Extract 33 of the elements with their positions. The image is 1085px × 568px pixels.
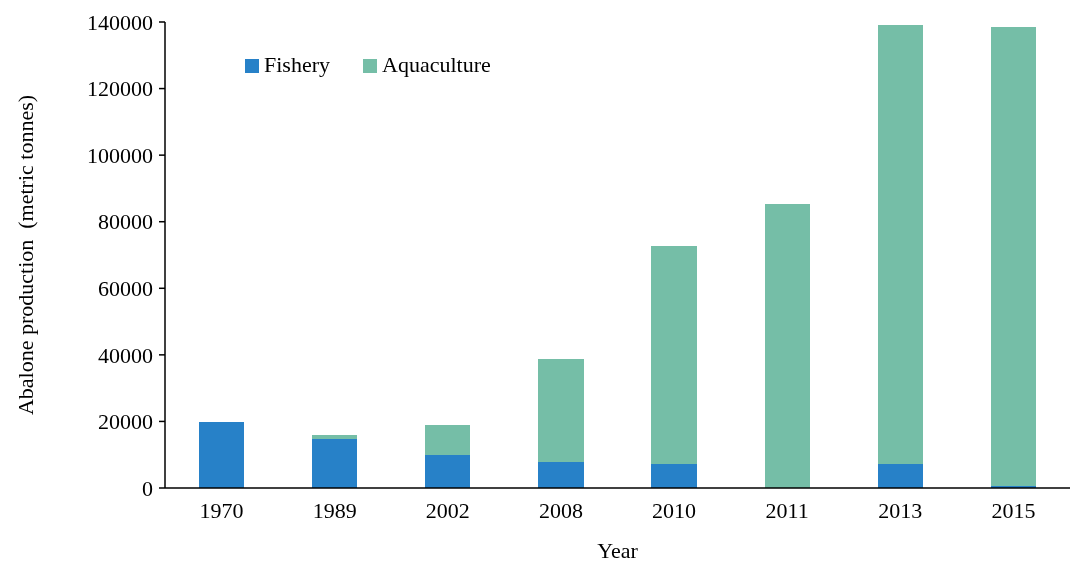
bar xyxy=(651,464,697,488)
bar xyxy=(651,246,697,465)
x-tick-label: 2015 xyxy=(991,498,1036,523)
x-tick-label: 1970 xyxy=(199,498,244,523)
bar xyxy=(312,438,358,488)
y-tick-label: 100000 xyxy=(87,142,153,168)
x-tick-label: 2002 xyxy=(425,498,470,523)
legend-label: Fishery xyxy=(264,52,330,77)
x-tick-label: 1989 xyxy=(312,498,357,523)
bar xyxy=(538,462,584,488)
bar xyxy=(877,25,923,465)
bar xyxy=(312,434,358,439)
x-tick-label: 2011 xyxy=(765,498,809,523)
y-tick-label: 20000 xyxy=(98,409,153,435)
bar xyxy=(990,26,1037,486)
y-tick-label: 60000 xyxy=(98,275,153,301)
y-tick-label: 80000 xyxy=(98,209,153,235)
bar xyxy=(877,464,923,488)
x-tick-label: 2008 xyxy=(538,498,583,523)
y-tick-label: 40000 xyxy=(98,342,153,368)
y-axis-title: Abalone production (metric tonnes) xyxy=(13,94,38,416)
x-tick-label: 2010 xyxy=(652,498,697,523)
x-tick-label: 2013 xyxy=(878,498,923,523)
bar xyxy=(764,203,810,488)
bar xyxy=(425,424,471,455)
bar xyxy=(425,454,471,488)
y-tick-label: 0 xyxy=(142,475,153,501)
bar xyxy=(538,359,584,463)
y-tick-label: 120000 xyxy=(87,76,153,102)
legend-label: Aquaculture xyxy=(382,52,491,77)
x-axis-title: Year xyxy=(597,538,639,563)
bar xyxy=(198,422,245,488)
y-tick-label: 140000 xyxy=(87,9,153,35)
